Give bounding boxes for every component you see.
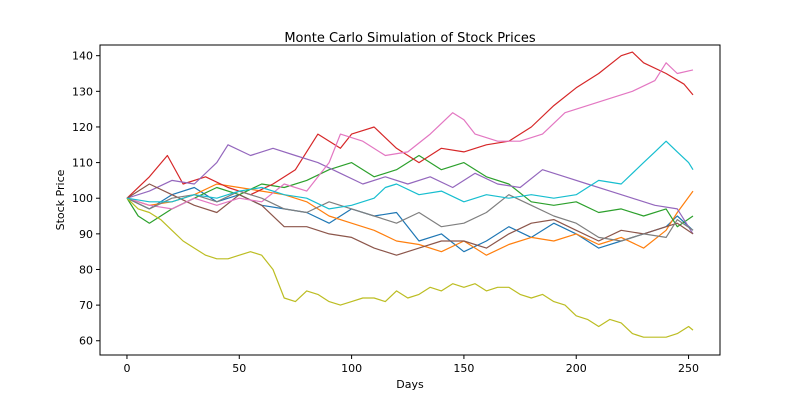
x-tick-label: 0 bbox=[123, 362, 130, 375]
series-line-8 bbox=[126, 190, 694, 242]
y-axis-ticks: 60 70 80 90 100 110 120 130 140 bbox=[72, 50, 100, 348]
series-line-10 bbox=[126, 140, 694, 210]
x-tick-label: 200 bbox=[566, 362, 587, 375]
y-tick-label: 140 bbox=[72, 50, 93, 63]
x-tick-label: 250 bbox=[678, 362, 699, 375]
y-tick-label: 130 bbox=[72, 85, 93, 98]
y-tick-label: 100 bbox=[72, 192, 93, 205]
x-axis-label: Days bbox=[396, 378, 424, 391]
y-tick-label: 90 bbox=[79, 228, 93, 241]
series-line-3 bbox=[126, 154, 694, 228]
x-tick-label: 150 bbox=[453, 362, 474, 375]
series-line-9 bbox=[126, 197, 694, 338]
y-tick-label: 80 bbox=[79, 263, 93, 276]
y-tick-label: 120 bbox=[72, 121, 93, 134]
series-line-5 bbox=[126, 144, 694, 235]
y-axis-label: Stock Price bbox=[54, 169, 67, 230]
chart-title: Monte Carlo Simulation of Stock Prices bbox=[284, 31, 536, 46]
series-line-1 bbox=[126, 186, 694, 253]
series-line-4 bbox=[126, 51, 694, 199]
x-tick-label: 100 bbox=[341, 362, 362, 375]
series-lines bbox=[126, 51, 694, 338]
y-tick-label: 70 bbox=[79, 299, 93, 312]
y-tick-label: 60 bbox=[79, 335, 93, 348]
x-axis-ticks: 0 50 100 150 200 250 bbox=[123, 355, 699, 375]
y-tick-label: 110 bbox=[72, 157, 93, 170]
series-line-6 bbox=[126, 183, 694, 256]
plot-frame bbox=[99, 44, 721, 356]
x-tick-label: 50 bbox=[232, 362, 246, 375]
series-line-7 bbox=[126, 62, 694, 210]
